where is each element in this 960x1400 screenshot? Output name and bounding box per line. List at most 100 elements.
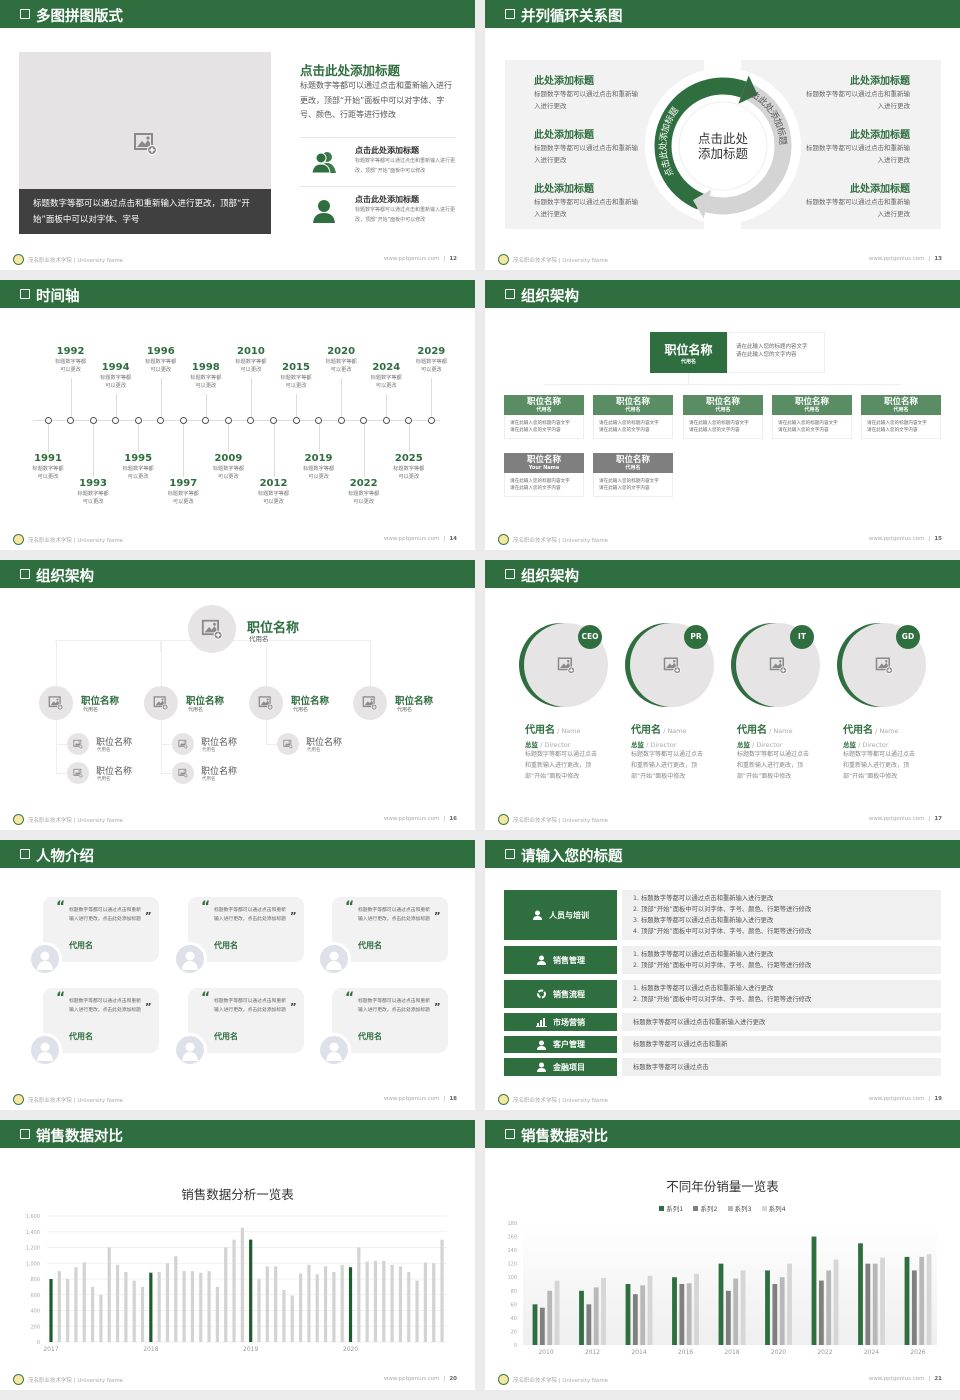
avatar bbox=[317, 1033, 351, 1067]
testimonial-name: 代用名 bbox=[358, 1032, 382, 1041]
bar bbox=[440, 1239, 444, 1342]
content-line: 4. 顶部“开始”面板中可以对字体、字号、颜色、行距等进行修改 bbox=[633, 928, 812, 935]
testimonial-quote: 标题数字等都可以通过点击和重新输入进行更改，点击此处添加标题 bbox=[214, 999, 286, 1013]
top-position-box[interactable]: 职位名称 代用名 bbox=[650, 332, 727, 373]
description-line: 请在此输入您的文字内容 bbox=[689, 428, 740, 433]
member-description: 标题数字等都可以通过点击和重新输入进行更改，顶部“开始”面板中修改 bbox=[525, 751, 598, 780]
page-number: 19 bbox=[934, 1096, 942, 1102]
timeline-node[interactable] bbox=[134, 416, 142, 424]
bar bbox=[332, 1271, 336, 1342]
timeline-node[interactable] bbox=[337, 416, 345, 424]
photo-circle[interactable] bbox=[144, 686, 178, 720]
testimonial-card[interactable] bbox=[188, 897, 304, 962]
photo-circle[interactable] bbox=[172, 762, 194, 784]
bar bbox=[165, 1263, 170, 1342]
category-label-box[interactable]: 金融项目 bbox=[504, 1058, 617, 1076]
position-box-header[interactable]: 职位名称 代用名 bbox=[504, 395, 584, 415]
shape bbox=[184, 774, 187, 777]
y-tick-label: 80 bbox=[511, 1289, 517, 1295]
timeline-node[interactable] bbox=[270, 416, 277, 424]
timeline-node[interactable] bbox=[224, 416, 232, 424]
position-box-header[interactable]: 职位名称 代用名 bbox=[772, 395, 852, 415]
finance-icon bbox=[537, 1062, 546, 1072]
timeline-node[interactable] bbox=[427, 416, 435, 424]
position-title: 职位名称 bbox=[81, 696, 120, 707]
position-box-header[interactable]: 职位名称 代用名 bbox=[683, 395, 763, 415]
shape bbox=[288, 741, 290, 743]
photo-circle[interactable] bbox=[39, 686, 73, 720]
timeline-year: 1991 bbox=[34, 453, 62, 464]
category-label: 市场营销 bbox=[553, 1017, 585, 1027]
timeline-node[interactable] bbox=[405, 416, 413, 424]
timeline-connector bbox=[408, 424, 410, 452]
category-label-box[interactable]: 销售流程 bbox=[504, 980, 617, 1008]
timeline-node[interactable] bbox=[360, 416, 368, 424]
photo-circle[interactable] bbox=[249, 686, 283, 720]
bar bbox=[640, 1285, 646, 1345]
timeline-node[interactable] bbox=[157, 416, 165, 424]
timeline-node[interactable] bbox=[315, 416, 323, 424]
footer-separator: | bbox=[443, 536, 446, 542]
category-label-box[interactable]: 客户管理 bbox=[504, 1036, 617, 1053]
timeline-text: 标题数字等都可以更改 bbox=[325, 359, 357, 373]
bar bbox=[91, 1286, 95, 1342]
photo-circle[interactable] bbox=[188, 605, 236, 653]
connector-line bbox=[266, 640, 267, 686]
divider bbox=[300, 186, 456, 187]
position-title: 职位名称 bbox=[186, 696, 225, 707]
checkbox-square-icon bbox=[505, 289, 515, 299]
x-tick-label: 2018 bbox=[143, 1346, 158, 1353]
x-tick-label: 2020 bbox=[343, 1346, 358, 1353]
slide-title: 组织架构 bbox=[36, 569, 94, 585]
timeline-node[interactable] bbox=[202, 416, 210, 424]
timeline-node[interactable] bbox=[292, 416, 300, 424]
timeline-year: 2024 bbox=[372, 362, 401, 373]
testimonial-card[interactable] bbox=[332, 897, 448, 962]
position-box-body: 请在此输入您的标题内容文字 请在此输入您的文字内容 bbox=[504, 415, 584, 439]
shape bbox=[329, 951, 339, 961]
legend-item[interactable]: 系列3 bbox=[727, 1203, 752, 1213]
category-label-box[interactable]: 销售管理 bbox=[504, 946, 617, 974]
photo-circle[interactable] bbox=[277, 733, 299, 755]
image-placeholder-icon bbox=[153, 696, 169, 711]
photo-circle[interactable] bbox=[172, 733, 194, 755]
position-box-header[interactable]: 职位名称 代用名 bbox=[861, 395, 941, 415]
timeline-node[interactable] bbox=[89, 416, 97, 424]
timeline-node[interactable] bbox=[112, 416, 120, 424]
timeline-node[interactable] bbox=[67, 416, 75, 424]
bar bbox=[257, 1279, 261, 1342]
testimonial-card[interactable] bbox=[332, 988, 448, 1053]
y-tick-label: 400 bbox=[30, 1309, 40, 1315]
y-tick-label: 1,200 bbox=[26, 1246, 40, 1252]
footer-site-url: www.pptgenius.com bbox=[383, 1376, 440, 1382]
section-body: 标题数字等都可以通过点击和重新输入进行更改，顶部“开始”面板中可以对字体、字号、… bbox=[300, 81, 452, 119]
category-label-box[interactable]: 人员与培训 bbox=[504, 890, 617, 940]
photo-circle[interactable] bbox=[353, 686, 387, 720]
legend-item[interactable]: 系列4 bbox=[761, 1203, 786, 1213]
shape bbox=[58, 705, 63, 710]
x-tick-label: 2012 bbox=[585, 1349, 600, 1356]
testimonial-card[interactable] bbox=[43, 897, 159, 962]
timeline-node[interactable] bbox=[382, 416, 390, 424]
timeline-node[interactable] bbox=[44, 416, 52, 424]
photo-circle[interactable] bbox=[67, 762, 89, 784]
position-box-header[interactable]: 职位名称 Your Name bbox=[504, 453, 584, 473]
timeline-year: 1994 bbox=[101, 362, 130, 373]
position-box-header[interactable]: 职位名称 代用名 bbox=[593, 395, 673, 415]
position-box-header[interactable]: 职位名称 代用名 bbox=[593, 453, 673, 473]
timeline-node[interactable] bbox=[179, 416, 187, 424]
legend-item[interactable]: 系列1 bbox=[659, 1203, 683, 1213]
testimonial-card[interactable] bbox=[188, 988, 304, 1053]
testimonial-card[interactable] bbox=[43, 988, 159, 1053]
shape bbox=[161, 698, 164, 701]
shape bbox=[40, 1042, 50, 1052]
description-line: 请在此输入您的标题内容文字 bbox=[599, 479, 659, 484]
timeline-node[interactable] bbox=[247, 416, 255, 424]
category-label-box[interactable]: 市场营销 bbox=[504, 1013, 617, 1031]
shape bbox=[260, 701, 270, 706]
legend-item[interactable]: 系列2 bbox=[693, 1203, 718, 1213]
shape bbox=[878, 662, 888, 668]
photo-circle[interactable] bbox=[67, 733, 89, 755]
shape bbox=[315, 152, 327, 164]
